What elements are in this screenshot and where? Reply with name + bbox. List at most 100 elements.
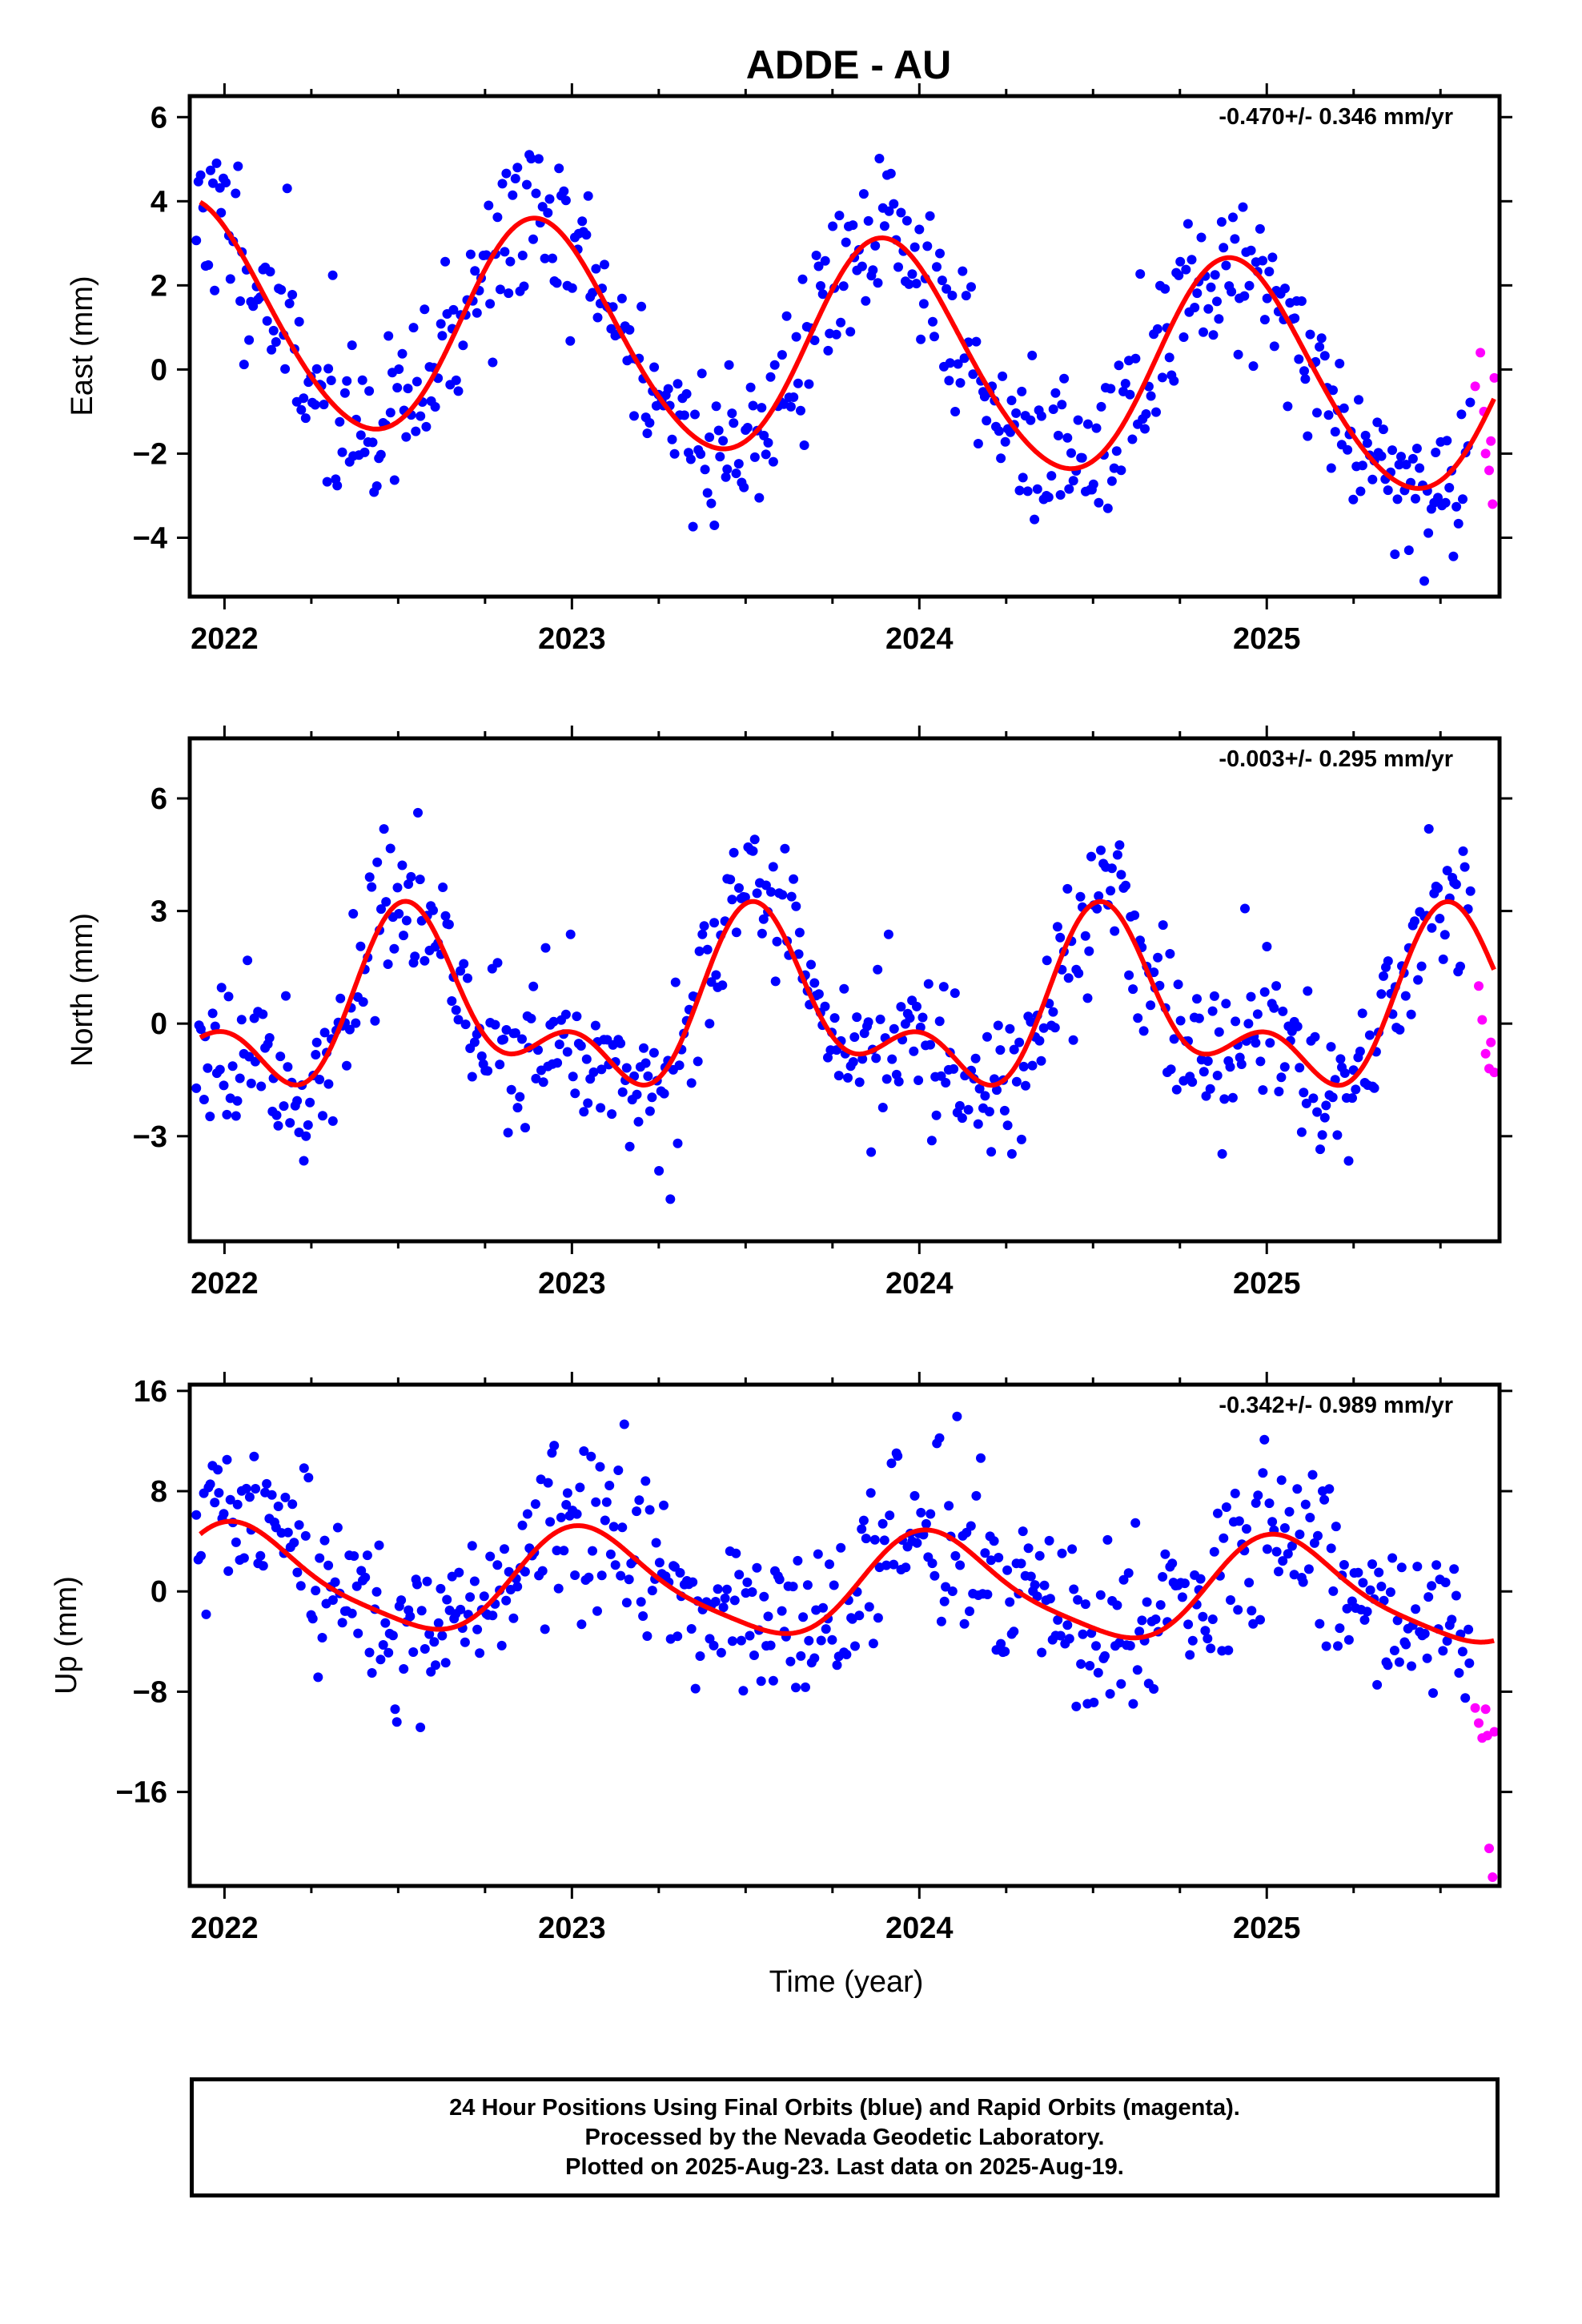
- final-orbit-point: [1321, 1100, 1331, 1111]
- final-orbit-point: [804, 379, 814, 389]
- final-orbit-point: [854, 1610, 865, 1621]
- final-orbit-point: [1130, 910, 1140, 920]
- final-orbit-point: [548, 253, 557, 263]
- final-orbit-point: [947, 291, 958, 300]
- final-orbit-point: [982, 1590, 993, 1599]
- final-orbit-point: [896, 1002, 906, 1012]
- final-orbit-point: [642, 1631, 652, 1641]
- final-orbit-point: [820, 255, 830, 266]
- final-orbit-point: [576, 1619, 587, 1630]
- final-orbit-point: [485, 1551, 496, 1562]
- model-curve: [199, 899, 1496, 1088]
- final-orbit-point: [267, 1490, 277, 1500]
- final-orbit-point: [1066, 448, 1076, 458]
- final-orbit-point: [857, 1524, 867, 1534]
- final-orbit-point: [745, 1630, 755, 1641]
- final-orbit-point: [836, 317, 846, 328]
- final-orbit-point: [1174, 270, 1184, 280]
- final-orbit-point: [909, 1046, 919, 1056]
- final-orbit-point: [1374, 1567, 1384, 1578]
- final-orbit-point: [249, 1451, 259, 1462]
- x-tick-label: 2024: [885, 1912, 954, 1945]
- final-orbit-point: [319, 1027, 330, 1038]
- final-orbit-point: [781, 311, 792, 321]
- final-orbit-point: [833, 1071, 844, 1081]
- final-orbit-point: [273, 1120, 283, 1131]
- final-orbit-point: [1057, 400, 1067, 410]
- final-orbit-point: [1319, 351, 1330, 361]
- final-orbit-point: [1328, 385, 1338, 396]
- final-orbit-point: [1427, 923, 1437, 933]
- x-tick-label: 2025: [1233, 622, 1301, 656]
- final-orbit-point: [492, 1560, 503, 1570]
- final-orbit-point: [769, 360, 780, 370]
- rapid-orbit-point: [1477, 1015, 1488, 1025]
- final-orbit-point: [1106, 886, 1116, 896]
- final-orbit-point: [1279, 1523, 1290, 1533]
- final-orbit-point: [1360, 430, 1371, 440]
- final-orbit-point: [1000, 1647, 1010, 1657]
- final-orbit-point: [868, 1638, 878, 1649]
- final-orbit-point: [961, 291, 971, 301]
- final-orbit-point: [722, 1584, 732, 1594]
- x-tick-label: 2024: [885, 622, 954, 656]
- final-orbit-point: [1045, 1594, 1055, 1604]
- final-orbit-point: [1353, 1567, 1363, 1578]
- final-orbit-point: [495, 1059, 505, 1070]
- final-orbit-point: [912, 1538, 922, 1548]
- final-orbit-point: [416, 1723, 426, 1732]
- final-orbit-point: [355, 430, 366, 440]
- final-orbit-point: [508, 1613, 519, 1623]
- final-orbit-point: [854, 1077, 865, 1088]
- final-orbit-point: [584, 1572, 594, 1582]
- final-orbit-point: [1236, 1059, 1247, 1069]
- final-orbit-point: [262, 1478, 272, 1489]
- final-orbit-point: [271, 337, 281, 347]
- final-orbit-point: [1395, 1024, 1405, 1035]
- final-orbit-point: [353, 1628, 363, 1638]
- final-orbit-point: [1299, 1088, 1309, 1098]
- final-orbit-point: [422, 1576, 432, 1586]
- final-orbit-point: [811, 251, 821, 260]
- final-orbit-point: [838, 281, 849, 292]
- final-orbit-point: [1094, 497, 1104, 508]
- final-orbit-point: [1048, 1007, 1058, 1017]
- final-orbit-point: [448, 304, 459, 315]
- final-orbit-point: [1192, 288, 1203, 299]
- final-orbit-point: [877, 1103, 888, 1112]
- final-orbit-point: [1160, 283, 1170, 294]
- final-orbit-point: [1351, 1084, 1361, 1095]
- final-orbit-point: [371, 1586, 382, 1597]
- final-orbit-point: [702, 488, 713, 498]
- final-orbit-point: [265, 267, 275, 277]
- final-orbit-point: [389, 943, 400, 954]
- final-orbit-point: [299, 1156, 309, 1166]
- final-orbit-point: [310, 400, 320, 410]
- final-orbit-point: [976, 1453, 986, 1463]
- final-orbit-point: [904, 279, 914, 289]
- final-orbit-point: [809, 978, 820, 988]
- x-axis-label: Time (year): [769, 1965, 924, 1999]
- final-orbit-point: [1451, 879, 1461, 890]
- final-orbit-point: [1365, 1585, 1375, 1595]
- final-orbit-point: [912, 1001, 921, 1011]
- final-orbit-point: [644, 1106, 655, 1116]
- final-orbit-point: [258, 1009, 268, 1019]
- final-orbit-point: [467, 1541, 477, 1551]
- final-orbit-point: [780, 843, 790, 854]
- final-orbit-point: [1160, 1549, 1170, 1559]
- final-orbit-point: [337, 1618, 347, 1628]
- final-orbit-point: [1343, 444, 1353, 455]
- final-orbit-point: [1082, 993, 1093, 1003]
- final-orbit-point: [1448, 551, 1459, 561]
- final-orbit-point: [1289, 1570, 1299, 1580]
- final-orbit-point: [364, 1647, 375, 1658]
- figure-title: ADDE - AU: [746, 42, 951, 87]
- final-orbit-point: [1037, 1647, 1047, 1658]
- final-orbit-point: [303, 1120, 313, 1130]
- final-orbit-point: [1192, 994, 1202, 1004]
- final-orbit-point: [1195, 1574, 1206, 1584]
- final-orbit-point: [248, 301, 259, 312]
- final-orbit-point: [296, 404, 307, 415]
- final-orbit-point: [403, 384, 413, 394]
